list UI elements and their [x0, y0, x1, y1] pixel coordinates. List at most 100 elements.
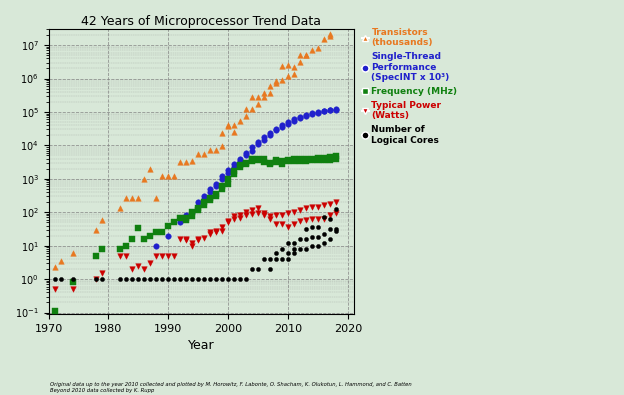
Point	[319, 215, 329, 222]
Point	[271, 256, 281, 262]
Point	[182, 236, 192, 242]
Point	[182, 216, 192, 223]
Point	[187, 209, 197, 215]
Point	[175, 159, 185, 166]
Point	[223, 176, 233, 182]
Point	[193, 276, 203, 282]
Point	[241, 211, 251, 218]
Point	[247, 147, 257, 154]
Point	[235, 117, 245, 124]
Point	[145, 260, 155, 266]
Point	[277, 124, 287, 130]
Point	[193, 199, 203, 205]
Point	[193, 236, 203, 242]
Point	[259, 93, 269, 100]
Point	[92, 276, 102, 282]
Point	[193, 203, 203, 209]
Point	[295, 59, 305, 65]
Point	[313, 155, 323, 161]
Point	[134, 225, 144, 231]
Point	[283, 240, 293, 246]
Point	[175, 219, 185, 226]
Point	[247, 105, 257, 112]
Point	[283, 120, 293, 127]
Point	[253, 101, 263, 107]
Point	[223, 218, 233, 224]
Point	[235, 156, 245, 162]
Point	[205, 195, 215, 201]
Point	[283, 119, 293, 125]
Point	[325, 107, 335, 113]
Point	[92, 276, 102, 282]
Point	[253, 141, 263, 147]
Point	[283, 250, 293, 256]
Point	[212, 228, 222, 234]
Point	[223, 276, 233, 282]
Point	[115, 252, 125, 259]
Point	[217, 173, 227, 179]
Point	[319, 107, 329, 114]
Point	[289, 158, 299, 164]
Point	[259, 159, 269, 165]
Point	[247, 156, 257, 163]
Point	[235, 162, 245, 169]
Point	[212, 183, 222, 190]
Point	[241, 152, 251, 159]
Title: 42 Years of Microprocessor Trend Data: 42 Years of Microprocessor Trend Data	[81, 15, 321, 28]
Point	[325, 32, 335, 39]
Point	[295, 114, 305, 120]
Point	[182, 215, 192, 222]
Point	[301, 216, 311, 223]
Point	[97, 270, 107, 276]
Point	[139, 276, 149, 282]
Point	[163, 233, 173, 239]
Point	[187, 158, 197, 164]
Point	[271, 80, 281, 86]
Point	[56, 276, 66, 282]
Point	[212, 276, 222, 282]
Point	[289, 209, 299, 215]
Point	[277, 161, 287, 167]
Point	[182, 237, 192, 243]
Point	[247, 158, 257, 164]
Point	[97, 216, 107, 223]
Point	[241, 161, 251, 167]
Point	[331, 156, 341, 163]
Point	[319, 155, 329, 161]
Point	[122, 276, 132, 282]
Point	[163, 173, 173, 179]
Point	[205, 186, 215, 192]
Point	[169, 219, 179, 226]
Point	[152, 229, 162, 235]
Point	[283, 62, 293, 68]
Point	[247, 211, 257, 217]
Point	[313, 109, 323, 115]
Point	[313, 45, 323, 51]
Point	[115, 205, 125, 211]
Point	[295, 218, 305, 224]
Point	[253, 138, 263, 145]
Point	[235, 158, 245, 164]
Point	[301, 246, 311, 252]
Point	[139, 176, 149, 182]
Point	[301, 158, 311, 164]
Point	[175, 215, 185, 222]
Point	[122, 194, 132, 201]
Point	[289, 70, 299, 77]
Point	[115, 246, 125, 252]
Point	[217, 276, 227, 282]
Point	[301, 52, 311, 58]
Point	[295, 156, 305, 162]
Point	[301, 226, 311, 232]
Point	[271, 221, 281, 227]
Point	[265, 215, 275, 222]
Point	[313, 243, 323, 249]
Point	[97, 276, 107, 282]
Point	[217, 183, 227, 190]
Point	[67, 279, 77, 286]
Text: Original data up to the year 2010 collected and plotted by M. Horowitz, F. Labon: Original data up to the year 2010 collec…	[50, 382, 412, 393]
Point	[175, 276, 185, 282]
Point	[134, 263, 144, 269]
Point	[217, 130, 227, 136]
Legend: Transistors
(thousands), Single-Thread
Performance
(SpecINT x 10³), Frequency (M: Transistors (thousands), Single-Thread P…	[361, 28, 457, 145]
